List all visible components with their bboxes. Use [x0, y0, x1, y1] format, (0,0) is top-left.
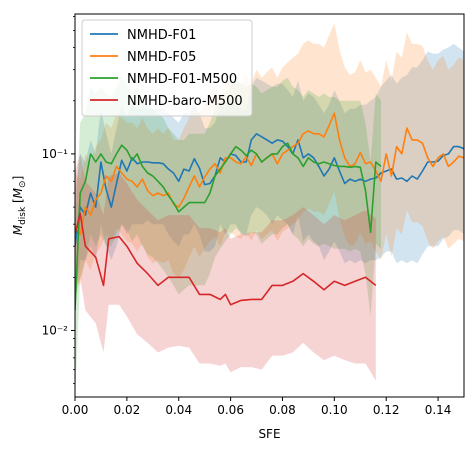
y-axis-ticks: 10⁻² 10⁻¹ [42, 16, 75, 385]
y-axis-label-unit-close: ] [11, 176, 25, 181]
legend-entry-label: NMHD-F05 [127, 50, 196, 65]
y-tick-label: 10⁻¹ [42, 147, 69, 161]
y-axis-label-main: M [11, 224, 25, 235]
y-axis-label-unit-sub: ⊙ [18, 180, 28, 188]
y-tick-label: 10⁻² [42, 323, 69, 337]
y-axis-label: Mdisk [M⊙] [11, 176, 28, 236]
x-axis-label: SFE [258, 427, 280, 441]
band-series-1 [75, 23, 464, 286]
legend-entry-label: NMHD-F01 [127, 28, 196, 43]
line-series-2 [75, 142, 382, 311]
legend-box [81, 19, 253, 117]
y-axis-label-unit: M [11, 187, 25, 198]
x-axis-ticks: 0.00 0.02 0.04 0.06 0.08 0.10 0.12 0.14 [62, 397, 452, 417]
legend: NMHD-F01 NMHD-F05 NMHD-F01-M500 NMHD-baro-M… [81, 19, 253, 117]
line-series-3 [75, 212, 377, 306]
line-series-0 [75, 133, 464, 247]
series-lines [75, 112, 464, 311]
x-tick-label: 0.10 [321, 403, 348, 417]
plot-frame [74, 13, 465, 398]
legend-entry-label: NMHD-baro-M500 [127, 94, 243, 109]
y-axis-label-sub: disk [18, 206, 28, 225]
x-tick-label: 0.12 [373, 403, 400, 417]
band-series-0 [75, 43, 464, 300]
confidence-bands [75, 23, 464, 397]
x-tick-label: 0.04 [165, 403, 192, 417]
x-tick-label: 0.08 [269, 403, 296, 417]
band-series-3 [75, 153, 376, 381]
y-axis-label-unit-open: [ [11, 198, 25, 207]
x-tick-label: 0.06 [217, 403, 244, 417]
x-tick-label: 0.02 [114, 403, 141, 417]
x-tick-label: 0.00 [62, 403, 89, 417]
legend-entry-label: NMHD-F01-M500 [127, 72, 237, 87]
x-tick-label: 0.14 [425, 403, 452, 417]
